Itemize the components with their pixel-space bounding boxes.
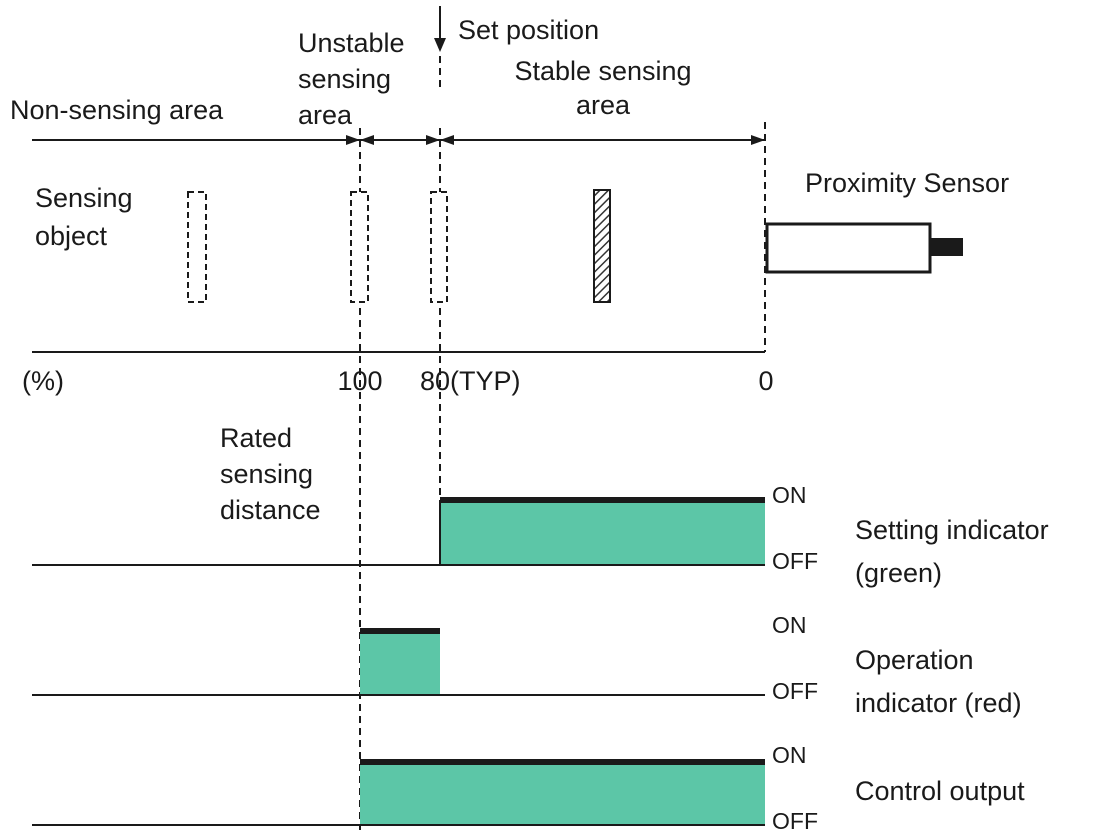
rated-label: sensing (220, 459, 313, 489)
on-label: ON (772, 612, 807, 638)
unstable-label: Unstable (298, 28, 405, 58)
signal-on (440, 500, 765, 565)
signal-name: Operation (855, 645, 974, 675)
off-label: OFF (772, 678, 818, 704)
axis-label: 80(TYP) (420, 366, 521, 396)
object-label: Sensing (35, 183, 133, 213)
rated-label: distance (220, 495, 321, 525)
stable-label: Stable sensing (514, 56, 691, 86)
signal-name: Setting indicator (855, 515, 1049, 545)
arrow-head (440, 135, 454, 145)
non-sensing-label: Non-sensing area (10, 95, 224, 125)
signal-name: Control output (855, 776, 1025, 806)
signal-name: (green) (855, 558, 942, 588)
on-label: ON (772, 482, 807, 508)
object-position (187, 191, 207, 303)
arrow-head (751, 135, 765, 145)
rated-label: Rated (220, 423, 292, 453)
signal-on (360, 631, 440, 695)
set-position: Set position (458, 15, 599, 45)
signal-name: indicator (red) (855, 688, 1022, 718)
arrow-head (434, 38, 446, 52)
object-position (350, 191, 369, 303)
object-position (430, 191, 448, 303)
unstable-label: area (298, 100, 353, 130)
arrow-head (360, 135, 374, 145)
arrow-head (346, 135, 360, 145)
sensing-object (593, 189, 611, 303)
sensor-tip (930, 238, 963, 256)
on-label: ON (772, 742, 807, 768)
off-label: OFF (772, 548, 818, 574)
unstable-label: sensing (298, 64, 391, 94)
stable-label: area (576, 90, 631, 120)
axis-label: 100 (337, 366, 382, 396)
off-label: OFF (772, 808, 818, 834)
arrow-head (426, 135, 440, 145)
object-label: object (35, 221, 108, 251)
signal-on (360, 762, 765, 825)
axis-label: 0 (758, 366, 773, 396)
sensor-label: Proximity Sensor (805, 168, 1009, 198)
axis-unit: (%) (22, 366, 64, 396)
proximity-sensor (765, 222, 932, 274)
